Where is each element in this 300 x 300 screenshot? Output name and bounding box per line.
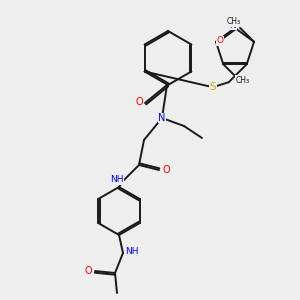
Text: O: O [162,165,170,175]
Text: CH₃: CH₃ [235,76,249,85]
Text: CH₃: CH₃ [227,17,241,26]
Text: N: N [158,113,166,123]
Text: N: N [230,20,236,29]
Text: NH: NH [125,248,139,256]
Text: S: S [209,82,216,92]
Text: NH: NH [110,176,124,184]
Text: O: O [135,97,143,107]
Text: O: O [84,266,92,276]
Text: O: O [217,36,224,45]
